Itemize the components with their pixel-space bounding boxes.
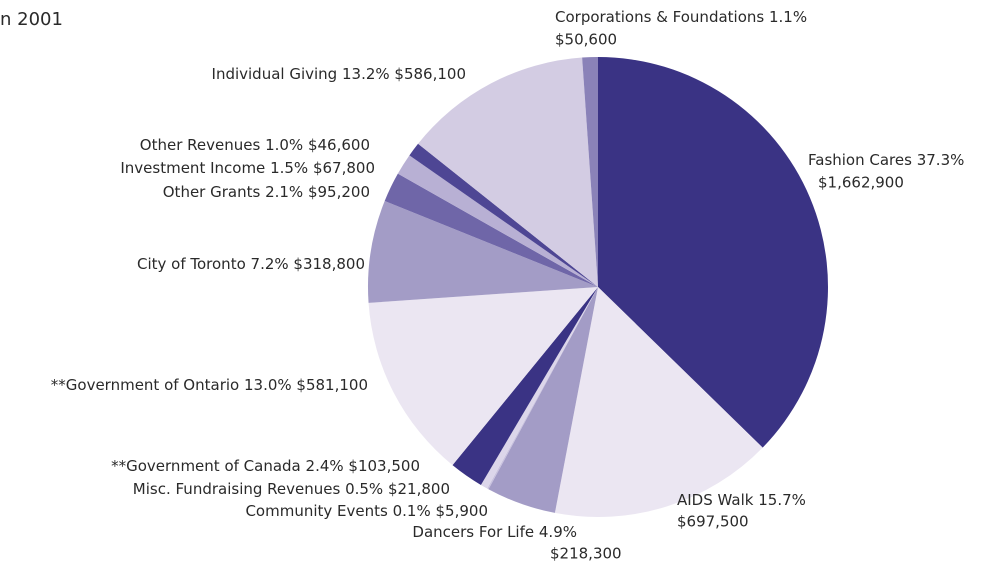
slice-amount: $50,600: [555, 31, 617, 49]
slice-name: Other Revenues: [140, 136, 261, 154]
pie-slice: [397, 155, 598, 287]
slice-name: Misc. Fundraising Revenues: [133, 480, 341, 498]
slice-label: Community Events 0.1% $5,900: [245, 502, 488, 520]
slice-percent: 1.1%: [769, 8, 807, 26]
slice-percent: 1.5%: [270, 159, 308, 177]
pie-slice: [554, 287, 763, 517]
slice-label: Corporations & Foundations 1.1%: [555, 8, 807, 26]
slice-label: Other Revenues 1.0% $46,600: [140, 136, 370, 154]
slice-name: Other Grants: [163, 183, 261, 201]
pie-slice: [488, 287, 598, 513]
slice-percent: 2.1%: [265, 183, 303, 201]
pie-slice: [452, 287, 598, 485]
chart-title: n 2001: [0, 9, 63, 30]
slice-label: Other Grants 2.1% $95,200: [163, 183, 370, 201]
slice-percent: 7.2%: [251, 255, 289, 273]
slice-percent: 0.1%: [393, 502, 431, 520]
slice-percent: 4.9%: [539, 523, 577, 541]
slice-name: City of Toronto: [137, 255, 246, 273]
slice-percent: 37.3%: [917, 151, 965, 169]
slice-label: Fashion Cares 37.3%: [808, 151, 964, 169]
slice-amount: $5,900: [436, 502, 489, 520]
pie-slice: [418, 57, 598, 288]
slice-percent: 2.4%: [306, 457, 344, 475]
slice-name: Corporations & Foundations: [555, 8, 764, 26]
slice-amount: $46,600: [308, 136, 370, 154]
slice-name: Individual Giving: [212, 65, 338, 83]
slice-amount: $581,100: [296, 376, 368, 394]
pie-slice: [487, 287, 598, 490]
slice-amount: $21,800: [388, 480, 450, 498]
pie-slice: [409, 143, 598, 287]
slice-amount: $67,800: [313, 159, 375, 177]
slice-label: Investment Income 1.5% $67,800: [120, 159, 375, 177]
slice-name: Fashion Cares: [808, 151, 912, 169]
slice-label: **Government of Canada 2.4% $103,500: [111, 457, 420, 475]
slice-percent: 0.5%: [345, 480, 383, 498]
slice-amount: $1,662,900: [818, 174, 904, 192]
slice-amount: $586,100: [394, 65, 466, 83]
slice-label: Individual Giving 13.2% $586,100: [212, 65, 466, 83]
slice-amount: $218,300: [550, 545, 622, 563]
slice-label: AIDS Walk 15.7%: [677, 491, 806, 509]
slice-percent: 13.2%: [342, 65, 390, 83]
slice-label: City of Toronto 7.2% $318,800: [137, 255, 365, 273]
slice-name: AIDS Walk: [677, 491, 754, 509]
pie-slice: [598, 57, 828, 448]
slice-name: Community Events: [245, 502, 388, 520]
pie-slice: [368, 287, 598, 466]
slice-name: Dancers For Life: [412, 523, 534, 541]
slice-name: **Government of Canada: [111, 457, 301, 475]
slice-amount: $95,200: [308, 183, 370, 201]
pie-slice: [384, 173, 598, 287]
slice-amount: $318,800: [293, 255, 365, 273]
slice-amount: $103,500: [348, 457, 420, 475]
slice-label: **Government of Ontario 13.0% $581,100: [51, 376, 368, 394]
slice-name: **Government of Ontario: [51, 376, 239, 394]
slice-amount: $697,500: [677, 513, 749, 531]
slice-percent: 13.0%: [244, 376, 292, 394]
slice-label: Dancers For Life 4.9%: [412, 523, 577, 541]
pie-slice: [480, 287, 598, 489]
slice-percent: 15.7%: [758, 491, 806, 509]
slice-label: Misc. Fundraising Revenues 0.5% $21,800: [133, 480, 450, 498]
pie-slice: [582, 57, 598, 287]
slice-name: Investment Income: [120, 159, 265, 177]
pie-slice: [368, 200, 598, 303]
slice-percent: 1.0%: [265, 136, 303, 154]
